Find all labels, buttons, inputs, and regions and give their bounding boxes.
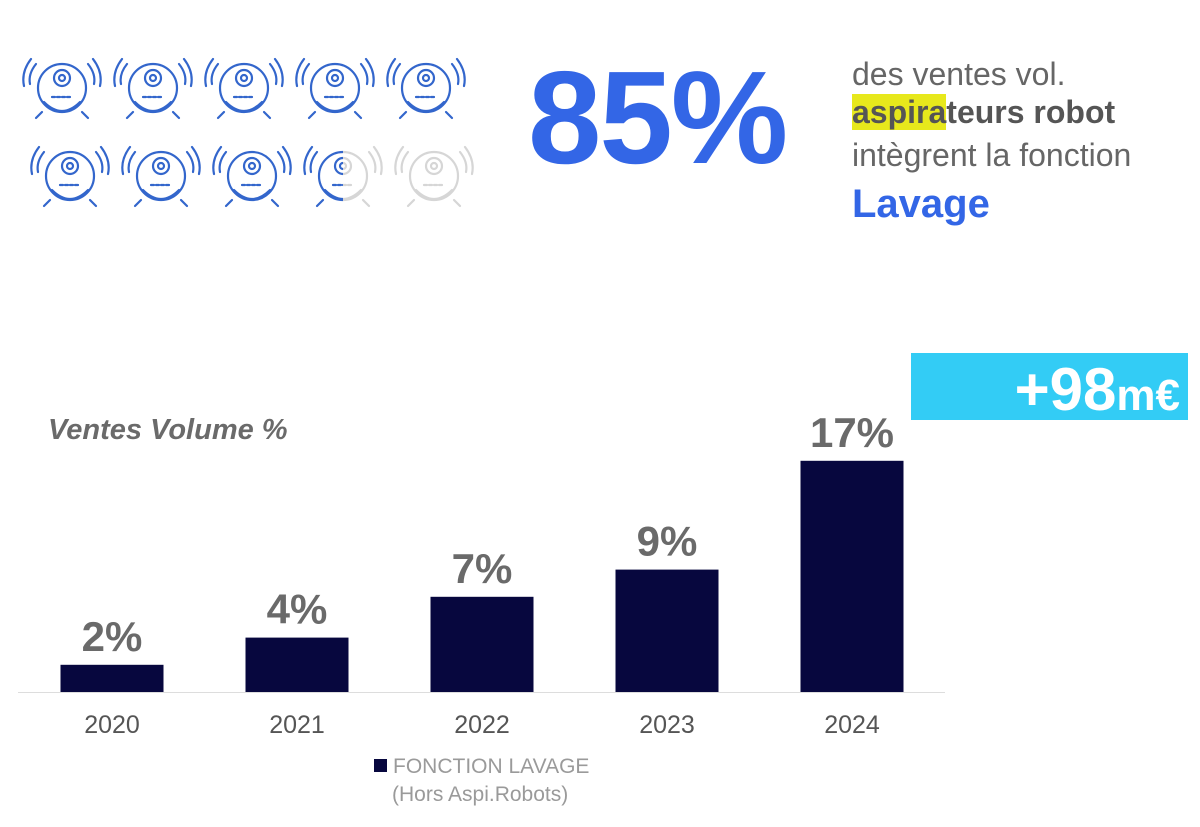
robot-vacuum-icon (303, 132, 383, 212)
bar-2021 (245, 637, 349, 692)
robot-vacuum-icon (30, 132, 110, 212)
data-label-2020: 2% (82, 613, 143, 660)
x-tick-2022: 2022 (454, 711, 510, 739)
headline-line2-rest: teurs robot (946, 94, 1116, 130)
x-tick-2024: 2024 (824, 711, 880, 739)
robot-vacuum-icon (22, 44, 102, 124)
headline-line1: des ventes vol. (852, 56, 1066, 92)
badge-number: +98 (1014, 356, 1117, 423)
robot-vacuum-icon (386, 44, 466, 124)
headline-stat: 85% (528, 44, 788, 191)
bar-2020 (60, 664, 164, 692)
robot-vacuum-icon (204, 44, 284, 124)
legend-swatch (374, 759, 387, 772)
bar-2024 (800, 460, 904, 692)
robot-vacuum-icon (295, 44, 375, 124)
legend-note: (Hors Aspi.Robots) (392, 783, 569, 806)
x-tick-2020: 2020 (84, 711, 140, 739)
data-label-2021: 4% (267, 586, 328, 633)
robot-vacuum-icon (212, 132, 292, 212)
bar-2022 (430, 596, 534, 692)
robot-vacuum-icon (113, 44, 193, 124)
headline-line4: Lavage (852, 182, 990, 226)
x-tick-2021: 2021 (269, 711, 325, 739)
robot-vacuum-icon (121, 132, 201, 212)
bar-2023 (615, 569, 719, 692)
robot-vacuum-icon (394, 132, 474, 212)
chart-title: Ventes Volume % (48, 414, 288, 446)
headline-line3: intègrent la fonction (852, 137, 1132, 173)
legend: FONCTION LAVAGE (374, 755, 589, 779)
x-tick-2023: 2023 (639, 711, 695, 739)
data-label-2024: 17% (810, 409, 894, 456)
data-label-2023: 9% (637, 518, 698, 565)
data-label-2022: 7% (452, 545, 513, 592)
badge-unit: m€ (1116, 371, 1180, 420)
headline-highlight: aspira (852, 94, 947, 130)
legend-label: FONCTION LAVAGE (393, 755, 590, 778)
headline-line2: aspirateurs robot (852, 94, 1116, 130)
growth-badge: +98m€ (911, 353, 1188, 423)
robot-icon-grid (22, 44, 482, 214)
